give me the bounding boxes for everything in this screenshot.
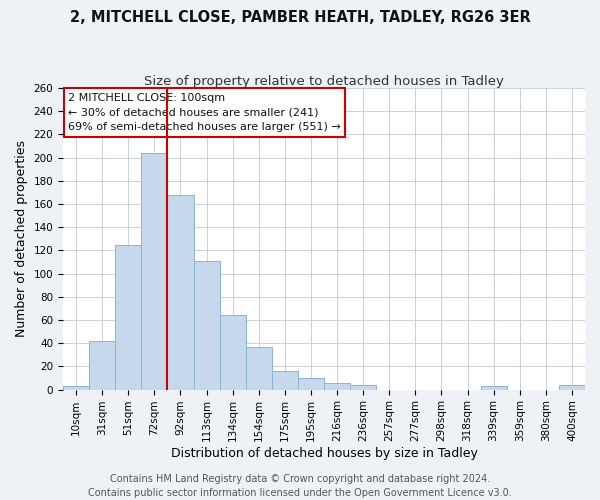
- Bar: [167, 194, 194, 390]
- Bar: [559, 385, 585, 390]
- X-axis label: Distribution of detached houses by size in Tadley: Distribution of detached houses by size …: [170, 447, 478, 460]
- Bar: [481, 386, 507, 390]
- Text: Contains HM Land Registry data © Crown copyright and database right 2024.
Contai: Contains HM Land Registry data © Crown c…: [88, 474, 512, 498]
- Text: 2 MITCHELL CLOSE: 100sqm
← 30% of detached houses are smaller (241)
69% of semi-: 2 MITCHELL CLOSE: 100sqm ← 30% of detach…: [68, 92, 341, 132]
- Title: Size of property relative to detached houses in Tadley: Size of property relative to detached ho…: [144, 75, 504, 88]
- Bar: [89, 341, 115, 390]
- Bar: [63, 386, 89, 390]
- Bar: [272, 371, 298, 390]
- Bar: [324, 382, 350, 390]
- Bar: [350, 385, 376, 390]
- Bar: [115, 244, 142, 390]
- Bar: [194, 261, 220, 390]
- Bar: [298, 378, 324, 390]
- Bar: [246, 346, 272, 390]
- Text: 2, MITCHELL CLOSE, PAMBER HEATH, TADLEY, RG26 3ER: 2, MITCHELL CLOSE, PAMBER HEATH, TADLEY,…: [70, 10, 530, 25]
- Y-axis label: Number of detached properties: Number of detached properties: [15, 140, 28, 338]
- Bar: [220, 316, 246, 390]
- Bar: [142, 153, 167, 390]
